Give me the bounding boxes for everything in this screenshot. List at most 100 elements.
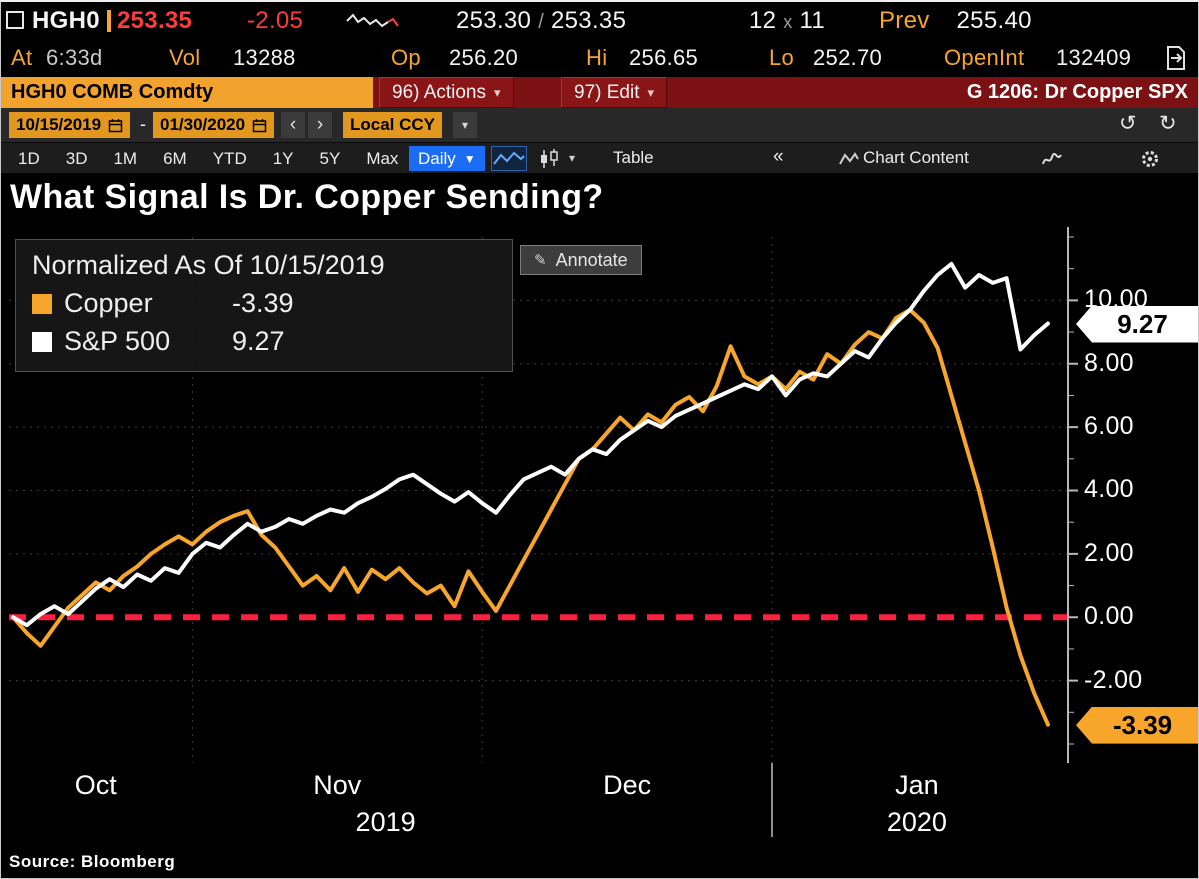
ask-size: 11 [799,7,826,34]
x-axis-month-label: Dec [603,770,652,800]
high-label: Hi [586,45,608,70]
chevron-down-icon: ▼ [463,151,476,166]
open-label: Op [391,45,421,70]
copper-line [11,307,1050,727]
screen-title: G 1206: Dr Copper SPX [966,81,1188,103]
price-sparkline-icon [346,13,399,28]
chevron-down-icon: ▾ [647,84,655,100]
chevron-right-icon: › [316,114,324,135]
actions-menu-button[interactable]: 96) Actions ▾ [379,77,514,108]
calendar-icon [252,118,267,132]
table-button[interactable]: Table [613,148,654,167]
legend-title: Normalized As Of 10/15/2019 [32,250,385,280]
y-axis-label: 0.00 [1084,602,1134,631]
last-value-badge: 9.27 [1076,305,1198,343]
chevron-down-icon: ▾ [494,84,501,100]
security-name: HGH0 COMB Comdty [11,81,214,103]
period-tab-3d[interactable]: 3D [65,148,88,168]
prev-close: Prev 255.40 [879,7,1032,35]
prev-label: Prev [879,7,930,34]
chart-area: What Signal Is Dr. Copper Sending? Norma… [1,173,1198,846]
chart-legend: Normalized As Of 10/15/2019 Copper -3.39… [15,239,513,373]
legend-item-sp500: S&P 500 9.27 [32,324,496,359]
period-tab-6m[interactable]: 6M [163,148,187,168]
source-credit: Source: Bloomberg [9,852,176,871]
at-label: At [11,45,33,70]
security-field[interactable]: HGH0 COMB Comdty [1,77,373,108]
x-axis-year-label: 2020 [886,807,947,837]
chart-canvas[interactable] [1,173,1198,846]
start-date-field[interactable]: 10/15/2019 [9,112,131,138]
bid-size: 12 [749,7,777,34]
chevron-left-icon: ‹ [289,114,297,135]
export-icon[interactable] [1163,44,1191,72]
legend-series-value: 9.27 [232,326,285,357]
ticker-symbol: HGH0 [32,7,100,34]
chart-title: What Signal Is Dr. Copper Sending? [10,178,604,216]
period-tab-1m[interactable]: 1M [113,148,138,168]
stats-bar: At 6:33d Vol 13288 Op 256.20 Hi 256.65 L… [1,40,1198,77]
y-axis-label: 6.00 [1084,412,1134,441]
currency-value: Local CCY [350,115,436,134]
high-value: 256.65 [629,45,699,70]
x-axis-year-label: 2019 [355,807,416,837]
chart-type-dropdown-icon[interactable]: ▾ [569,151,576,165]
quote-bar: HGH0 253.35 -2.05 253.30 / 253.35 12 x 1… [1,2,1198,40]
currency-dropdown-button[interactable]: ▾ [453,112,477,138]
at-value: 6:33d [46,45,103,70]
range-back-button[interactable]: ‹ [281,112,305,138]
period-tabs: 1D 3D 1M 6M YTD 1Y 5Y Max [5,143,411,174]
range-forward-button[interactable]: › [308,112,332,138]
frequency-value: Daily [418,148,456,168]
x-axis-month-label: Oct [74,770,117,800]
legend-series-value: -3.39 [232,288,294,319]
line-chart-icon [493,151,525,165]
period-tab-max[interactable]: Max [366,148,399,168]
y-axis-label: 8.00 [1084,348,1134,377]
legend-series-name: S&P 500 [64,326,171,357]
x-axis-month-label: Nov [313,770,362,800]
sp500-line [11,261,1050,628]
last-price: 253.35 [117,7,193,34]
edit-label: 97) Edit [574,81,640,103]
legend-item-copper: Copper -3.39 [32,286,496,321]
bid-ask-size: 12 x 11 [749,7,825,35]
y-axis-label: 4.00 [1084,475,1134,504]
ask-price: 253.35 [551,7,627,34]
undo-icon[interactable]: ↺ [1119,112,1137,135]
price-change: -2.05 [247,7,304,34]
settings-gear-icon[interactable] [1137,146,1163,171]
y-axis-label: -2.00 [1084,665,1143,694]
pencil-icon: ✎ [534,252,547,269]
period-tab-5y[interactable]: 5Y [319,148,341,168]
range-bar: 10/15/2019 - 01/30/2020 ‹ › Loca [1,108,1198,142]
vol-label: Vol [169,45,201,70]
collapse-panel-icon[interactable]: « [773,146,784,167]
chart-content-icon [837,146,861,171]
open-value: 256.20 [449,45,519,70]
period-tab-1y[interactable]: 1Y [272,148,294,168]
chart-toolbar: 1D 3D 1M 6M YTD 1Y 5Y Max Daily ▼ ▾ Table « [1,142,1198,173]
redo-icon[interactable]: ↻ [1159,112,1177,135]
date-range-separator: - [140,114,146,134]
x-axis-month-label: Jan [895,770,939,800]
candlestick-icon [541,148,558,168]
low-value: 252.70 [813,45,883,70]
footer: Source: Bloomberg [1,846,1198,878]
edit-menu-button[interactable]: 97) Edit ▾ [561,77,668,108]
end-date-field[interactable]: 01/30/2020 [153,112,275,138]
annotate-tool-icon[interactable] [1039,146,1065,171]
annotate-button[interactable]: ✎ Annotate [520,245,642,275]
bid-price: 253.30 [456,7,532,34]
currency-selector[interactable]: Local CCY [343,112,443,138]
bid-ask: 253.30 / 253.35 [456,7,626,35]
chart-content-button[interactable]: Chart Content [863,148,969,167]
vol-value: 13288 [233,45,296,70]
line-chart-type-button[interactable] [491,146,527,171]
frequency-selector[interactable]: Daily ▼ [409,146,485,171]
candlestick-chart-type-button[interactable] [535,146,563,171]
period-tab-1d[interactable]: 1D [18,148,40,168]
command-bar: HGH0 COMB Comdty 96) Actions ▾ 97) Edit … [1,77,1198,108]
y-axis-label: 2.00 [1084,538,1134,567]
period-tab-ytd[interactable]: YTD [212,148,247,168]
